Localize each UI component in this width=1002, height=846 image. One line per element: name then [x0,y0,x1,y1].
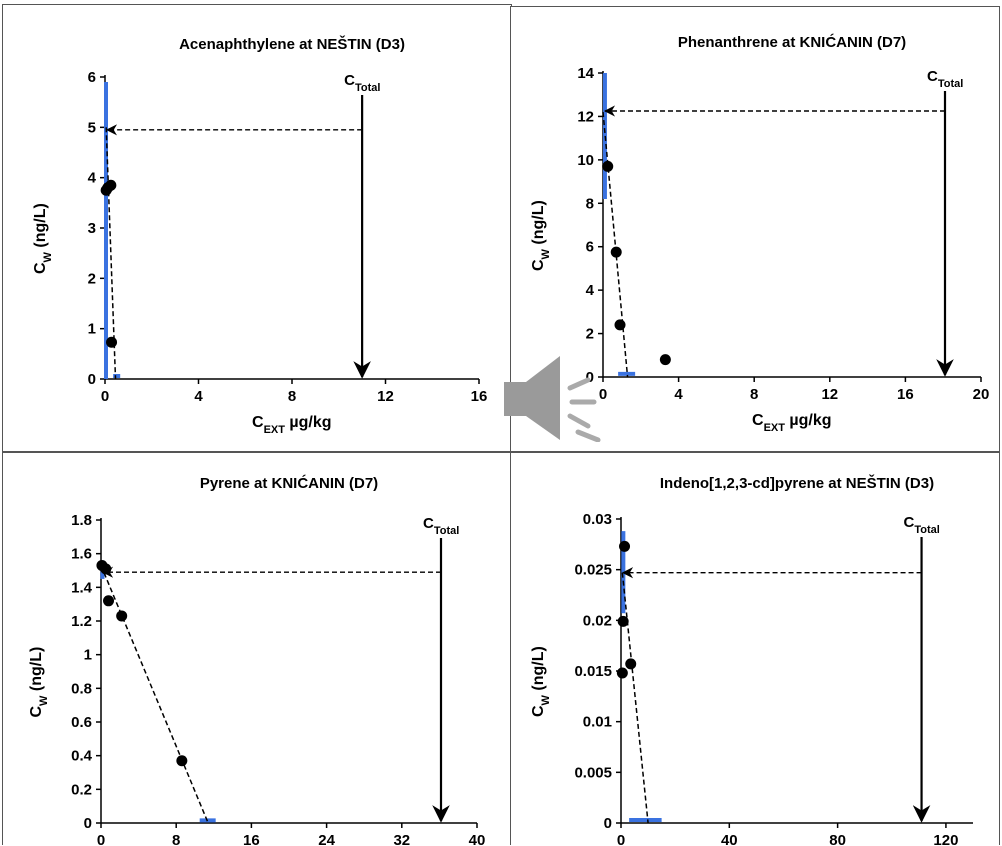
fit-line [621,572,649,824]
fit-line [100,565,209,824]
y-tick-label: 1.6 [71,546,92,563]
x-tick-label: 4 [674,386,683,403]
x-tick-label: 0 [101,388,109,405]
y-tick-label: 0 [84,815,92,832]
data-point [103,595,115,607]
y-axis-label: CW (ng/L) [530,646,552,717]
y-tick-label: 8 [586,195,594,212]
data-point [176,755,188,767]
chart-title: Phenanthrene at KNIĆANIN (D7) [678,33,906,51]
x-tick-label: 12 [377,388,394,405]
y-tick-label: 0.4 [71,748,93,765]
x-tick-label: 8 [288,388,296,405]
data-point [659,354,671,366]
x-tick-label: 32 [393,832,410,846]
x-tick-label: 16 [897,386,914,403]
y-tick-label: 0.015 [574,663,612,680]
y-tick-label: 5 [88,119,96,136]
chart-title: Indeno[1,2,3-cd]pyrene at NEŠTIN (D3) [660,474,934,492]
y-tick-label: 12 [577,108,594,125]
x-tick-label: 0 [97,832,105,846]
x-axis-label: CEXT µg/kg [752,412,832,434]
data-point [614,319,626,331]
x-tick-label: 40 [469,832,486,846]
y-tick-label: 0.8 [71,680,92,697]
y-tick-label: 6 [586,239,594,256]
chart-title: Acenaphthylene at NEŠTIN (D3) [179,35,405,53]
chart-phenanthrene: Phenanthrene at KNIĆANIN (D7) 0 2 4 6 8 10 12 14… [530,33,990,434]
y-tick-label: 0.03 [583,511,612,528]
y-tick-label: 0 [586,369,594,386]
y-tick-label: 2 [586,326,594,343]
data-point [116,610,128,622]
x-tick-label: 12 [821,386,838,403]
data-point [619,540,631,552]
data-point [617,615,629,627]
data-point [616,667,628,679]
fit-line [602,112,629,378]
chart-title: Pyrene at KNIĆANIN (D7) [200,474,378,492]
x-tick-label: 4 [194,388,203,405]
y-tick-label: 0.005 [574,764,612,781]
y-tick-label: 1.4 [71,579,93,596]
x-tick-label: 8 [172,832,180,846]
fit-line [105,127,117,380]
y-tick-label: 2 [88,270,96,287]
y-axis-label: CW (ng/L) [530,200,552,271]
data-point [610,246,622,258]
y-tick-label: 14 [577,65,594,82]
speaker-icon[interactable] [500,352,616,443]
x-tick-label: 0 [599,386,607,403]
data-point [105,179,117,191]
chart-indeno-pyrene: Indeno[1,2,3-cd]pyrene at NEŠTIN (D3) 0 0.… [530,474,973,846]
y-tick-label: 1 [88,321,96,338]
y-tick-label: 1 [84,647,92,664]
data-point [625,658,637,670]
x-tick-label: 8 [750,386,758,403]
ctotal-label: CTotal [423,515,459,537]
y-tick-label: 0.02 [583,612,612,629]
x-tick-label: 80 [829,832,846,846]
y-tick-label: 4 [586,282,595,299]
y-tick-label: 1.2 [71,613,92,630]
chart-panel-indeno-pyrene: Indeno[1,2,3-cd]pyrene at NEŠTIN (D3) 0 0.… [510,452,1000,846]
y-tick-label: 0.025 [574,562,612,579]
x-tick-label: 16 [471,388,488,405]
data-point [100,563,112,575]
x-axis-label: CEXT µg/kg [252,414,332,436]
ctotal-label: CTotal [904,514,940,536]
y-tick-label: 1.8 [71,512,92,529]
y-axis-label: CW (ng/L) [32,203,54,274]
y-tick-label: 6 [88,69,96,86]
x-tick-label: 20 [973,386,990,403]
y-tick-label: 3 [88,220,96,237]
y-tick-label: 0.6 [71,714,92,731]
y-tick-label: 4 [88,170,97,187]
ctotal-label: CTotal [344,72,380,94]
x-tick-label: 24 [318,832,335,846]
chart-panel-phenanthrene: Phenanthrene at KNIĆANIN (D7) 0 2 4 6 8 10 12 14… [510,6,1000,452]
data-point [106,336,118,348]
x-tick-label: 0 [617,832,625,846]
chart-pyrene: Pyrene at KNIĆANIN (D7) 0 0.2 0.4 0.6 0.8 1 1.2… [28,474,486,846]
data-point [602,160,614,172]
y-tick-label: 0 [604,815,612,832]
y-tick-label: 0.2 [71,781,92,798]
y-tick-label: 0 [88,371,96,388]
y-axis-label: CW (ng/L) [28,647,50,718]
y-tick-label: 10 [577,152,594,169]
x-tick-label: 120 [933,832,958,846]
x-tick-label: 40 [721,832,738,846]
y-tick-label: 0.01 [583,714,612,731]
ctotal-label: CTotal [927,68,963,90]
chart-panel-pyrene: Pyrene at KNIĆANIN (D7) 0 0.2 0.4 0.6 0.8 1 1.2… [2,452,512,846]
x-tick-label: 16 [243,832,260,846]
chart-panel-acenaphthylene: Acenaphthylene at NEŠTIN (D3) 0 1 2 3 4 5 6 0 4 8 1… [2,4,512,452]
